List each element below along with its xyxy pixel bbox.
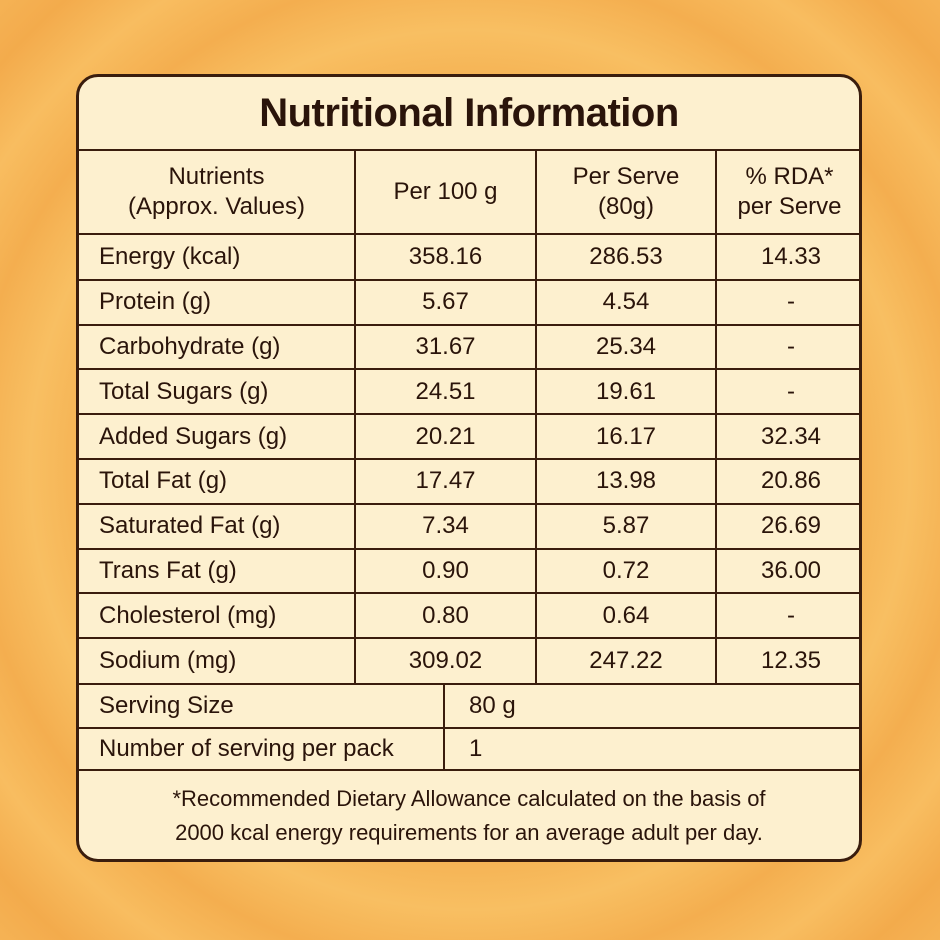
per-serve-value: 25.34 [595, 332, 657, 360]
serving-size-value: 80 g [469, 692, 516, 719]
divider [79, 233, 859, 235]
rda-value: - [787, 332, 795, 360]
divider [79, 683, 859, 685]
per-serve-value: 16.17 [595, 422, 657, 450]
divider [79, 368, 859, 371]
header-per-100g: Per 100 g [393, 178, 498, 205]
divider [79, 769, 859, 771]
divider [79, 547, 859, 550]
per-serve-value: 0.72 [602, 556, 650, 584]
nutrient-name: Total Fat (g) [99, 467, 228, 495]
per-100g-value: 7.34 [422, 512, 469, 540]
rda-value: - [787, 601, 795, 629]
rda-value: 14.33 [760, 243, 822, 271]
rda-value: 20.86 [760, 467, 822, 495]
divider [79, 727, 859, 729]
divider [79, 413, 859, 416]
nutrient-name: Trans Fat (g) [99, 556, 237, 584]
footnote-line1: *Recommended Dietary Allowance calculate… [172, 786, 766, 811]
rda-value: 36.00 [760, 556, 822, 584]
header-rda: % RDA* per Serve [717, 151, 859, 233]
divider [79, 323, 859, 326]
per-100g-value: 358.16 [408, 243, 483, 271]
rda-value: - [787, 288, 795, 316]
servings-per-pack-value: 1 [469, 735, 483, 762]
header-per-serve-line1: Per Serve [572, 163, 680, 190]
rda-value: 32.34 [760, 422, 822, 450]
per-100g-value: 0.80 [422, 601, 469, 629]
per-serve-value: 247.22 [589, 646, 663, 674]
divider [715, 149, 717, 683]
divider [79, 458, 859, 460]
per-100g-value: 24.51 [415, 377, 476, 405]
nutrient-name: Added Sugars (g) [99, 422, 288, 450]
divider [79, 592, 859, 595]
servings-per-pack-label: Number of serving per pack [99, 735, 394, 762]
per-serve-value: 286.53 [589, 243, 663, 271]
header-per-serve-line2: (80g) [597, 193, 655, 220]
per-serve-value: 13.98 [595, 467, 657, 495]
per-100g-value: 5.67 [422, 288, 469, 316]
divider [354, 149, 356, 683]
per-100g-value: 17.47 [415, 467, 476, 495]
header-nutrients: Nutrients (Approx. Values) [79, 151, 354, 233]
per-serve-value: 0.64 [602, 601, 650, 629]
per-100g-value: 309.02 [408, 646, 483, 674]
per-serve-value: 19.61 [595, 377, 657, 405]
divider [79, 149, 859, 151]
nutrient-name: Energy (kcal) [99, 243, 241, 271]
per-100g-value: 20.21 [415, 422, 476, 450]
header-nutrients-line1: Nutrients [168, 163, 265, 190]
header-nutrients-line2: (Approx. Values) [128, 193, 305, 220]
serving-size-label: Serving Size [99, 692, 234, 719]
rda-value: 12.35 [760, 646, 822, 674]
nutrient-name: Total Sugars (g) [99, 377, 269, 405]
divider [535, 149, 537, 683]
per-100g-value: 0.90 [422, 556, 469, 584]
rda-value: - [787, 377, 795, 405]
per-serve-value: 4.54 [602, 288, 650, 316]
divider [443, 683, 445, 769]
divider [79, 278, 859, 281]
nutrient-name: Protein (g) [99, 288, 212, 316]
nutrient-name: Cholesterol (mg) [99, 601, 277, 629]
nutrition-panel: Nutritional Information Nutrients (Appro… [76, 74, 862, 862]
footnote: *Recommended Dietary Allowance calculate… [79, 771, 859, 859]
per-serve-value: 5.87 [602, 512, 650, 540]
per-100g-value: 31.67 [415, 332, 476, 360]
rda-value: 26.69 [760, 512, 822, 540]
header-per-serve: Per Serve (80g) [537, 151, 715, 233]
nutrient-name: Sodium (mg) [99, 646, 237, 674]
nutrient-name: Carbohydrate (g) [99, 332, 281, 360]
header-rda-line2: per Serve [737, 193, 842, 220]
footnote-line2: 2000 kcal energy requirements for an ave… [175, 820, 763, 845]
divider [79, 637, 859, 640]
divider [79, 502, 859, 505]
page-title: Nutritional Information [259, 90, 679, 135]
nutrient-name: Saturated Fat (g) [99, 512, 281, 540]
header-rda-line1: % RDA* [745, 163, 834, 190]
